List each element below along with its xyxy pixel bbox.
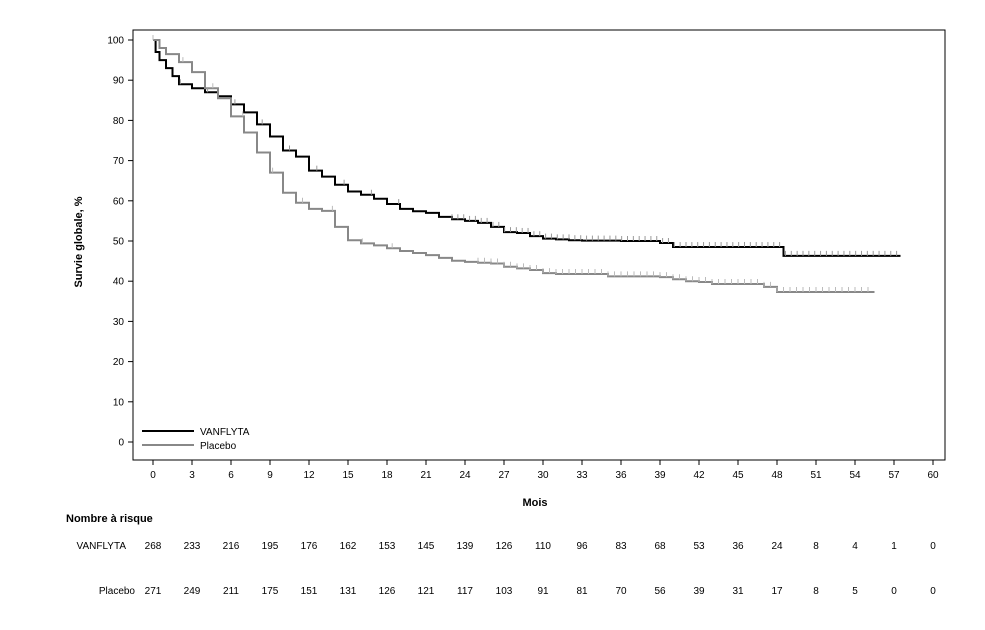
risk-cell: 0 xyxy=(891,586,897,597)
x-tick-label: 12 xyxy=(303,470,315,481)
x-tick-label: 0 xyxy=(150,470,156,481)
risk-cell: 117 xyxy=(457,586,473,597)
risk-cell: 175 xyxy=(261,586,279,597)
x-tick-label: 30 xyxy=(537,470,549,481)
x-tick-label: 60 xyxy=(927,470,939,481)
risk-cell: 121 xyxy=(417,586,435,597)
x-tick-label: 42 xyxy=(693,470,705,481)
risk-cell: 145 xyxy=(417,541,435,552)
x-axis-ticks: 0 3 6 9 12 15 18 21 24 27 30 33 36 39 42 45 48 51 54 57 60 xyxy=(150,460,939,481)
x-tick-label: 45 xyxy=(732,470,744,481)
series-line-vanflyta xyxy=(153,39,901,257)
x-tick-label: 9 xyxy=(267,470,273,481)
y-axis-title: Survie globale, % xyxy=(73,196,85,287)
risk-cell: 0 xyxy=(930,541,936,552)
y-tick-label: 60 xyxy=(113,196,125,207)
risk-cell: 195 xyxy=(261,541,279,552)
risk-cell: 0 xyxy=(930,586,936,597)
risk-cell: 153 xyxy=(378,541,396,552)
risk-table-title: Nombre à risque xyxy=(66,513,153,525)
legend: VANFLYTA Placebo xyxy=(142,427,250,452)
risk-cell: 4 xyxy=(852,541,858,552)
plot-frame xyxy=(132,29,946,461)
risk-cell: 83 xyxy=(615,541,627,552)
y-tick-label: 100 xyxy=(107,36,124,47)
y-tick-label: 70 xyxy=(113,156,125,167)
risk-cell: 233 xyxy=(183,541,201,552)
risk-row-label: VANFLYTA xyxy=(76,541,126,552)
y-tick-label: 80 xyxy=(113,116,125,127)
risk-cell: 1 xyxy=(891,541,897,552)
series-line-placebo xyxy=(153,39,875,294)
censor-marks xyxy=(152,35,898,293)
risk-cell: 8 xyxy=(813,541,819,552)
risk-cell: 131 xyxy=(339,586,357,597)
risk-cell: 8 xyxy=(813,586,819,597)
risk-cell: 68 xyxy=(654,541,666,552)
risk-cell: 176 xyxy=(300,541,318,552)
risk-cell: 70 xyxy=(615,586,627,597)
risk-cell: 216 xyxy=(222,541,240,552)
legend-label-placebo: Placebo xyxy=(200,441,237,452)
risk-cell: 5 xyxy=(852,586,858,597)
risk-cell: 17 xyxy=(771,586,783,597)
risk-cell: 53 xyxy=(693,541,705,552)
risk-cell: 91 xyxy=(537,586,549,597)
risk-cell: 24 xyxy=(771,541,783,552)
risk-row-label: Placebo xyxy=(98,586,135,597)
x-tick-label: 15 xyxy=(342,470,354,481)
y-tick-label: 40 xyxy=(113,277,125,288)
x-tick-label: 24 xyxy=(459,470,471,481)
risk-cell: 268 xyxy=(144,541,162,552)
y-tick-label: 30 xyxy=(113,317,125,328)
x-tick-label: 18 xyxy=(381,470,393,481)
x-tick-label: 39 xyxy=(654,470,666,481)
x-axis-title: Mois xyxy=(522,497,547,509)
risk-cell: 139 xyxy=(456,541,474,552)
x-tick-label: 6 xyxy=(228,470,234,481)
y-tick-label: 50 xyxy=(113,237,125,248)
legend-label-vanflyta: VANFLYTA xyxy=(200,427,250,438)
risk-cell: 162 xyxy=(339,541,357,552)
risk-cell: 126 xyxy=(378,586,396,597)
risk-cell: 126 xyxy=(495,541,513,552)
risk-cell: 249 xyxy=(183,586,201,597)
x-tick-label: 21 xyxy=(420,470,432,481)
risk-cell: 36 xyxy=(732,541,744,552)
x-tick-label: 48 xyxy=(771,470,783,481)
risk-cell: 56 xyxy=(654,586,666,597)
risk-cell: 271 xyxy=(144,586,162,597)
x-tick-label: 51 xyxy=(810,470,822,481)
y-tick-label: 0 xyxy=(118,438,124,449)
x-tick-label: 57 xyxy=(888,470,900,481)
plot-border xyxy=(132,29,946,461)
y-tick-label: 90 xyxy=(113,76,125,87)
x-tick-label: 33 xyxy=(576,470,588,481)
y-axis-ticks: 0 10 20 30 40 50 60 70 80 90 100 xyxy=(107,36,133,449)
risk-cell: 211 xyxy=(223,586,239,597)
risk-cell: 110 xyxy=(535,541,551,552)
x-tick-label: 27 xyxy=(498,470,510,481)
risk-cell: 103 xyxy=(495,586,513,597)
risk-cell: 96 xyxy=(576,541,588,552)
x-tick-label: 54 xyxy=(849,470,861,481)
risk-cell: 151 xyxy=(300,586,318,597)
y-tick-label: 20 xyxy=(113,357,125,368)
risk-cell: 39 xyxy=(693,586,705,597)
risk-cell: 31 xyxy=(732,586,744,597)
risk-cell: 81 xyxy=(576,586,588,597)
y-tick-label: 10 xyxy=(113,397,125,408)
series-lines xyxy=(153,39,901,294)
x-tick-label: 3 xyxy=(189,470,195,481)
x-tick-label: 36 xyxy=(615,470,627,481)
